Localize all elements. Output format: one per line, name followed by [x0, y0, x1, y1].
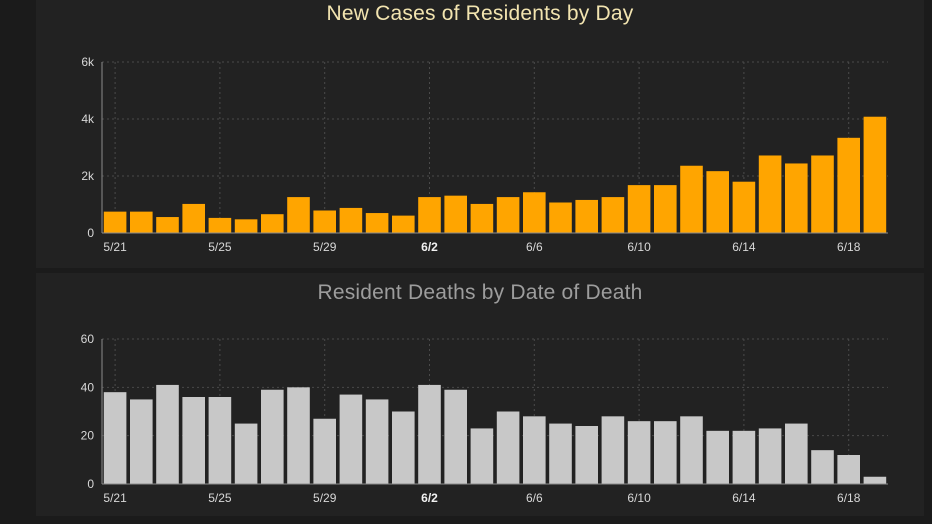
deaths-bar-6-18[interactable] — [837, 455, 860, 484]
cases-bar-5-22[interactable] — [130, 211, 153, 234]
cases-chart-panel: New Cases of Residents by Day 0 2k 4k 6k 5/2… — [36, 0, 924, 268]
cases-y-tick-label: 0 — [87, 226, 94, 240]
cases-bar-6-8[interactable] — [575, 199, 598, 233]
deaths-bar-6-7[interactable] — [549, 423, 572, 484]
deaths-bar-5-31[interactable] — [365, 399, 389, 484]
cases-bar-6-19[interactable] — [863, 116, 887, 233]
cases-bar-6-7[interactable] — [549, 202, 572, 234]
cases-bar-6-14[interactable] — [732, 181, 756, 233]
cases-bar-5-28[interactable] — [287, 197, 310, 233]
cases-x-tick-label: 5/25 — [208, 240, 232, 254]
cases-y-tick-label: 4k — [81, 112, 95, 126]
cases-bar-6-6[interactable] — [523, 192, 546, 233]
deaths-x-tick-label: 5/29 — [313, 491, 337, 505]
cases-bar-6-15[interactable] — [758, 155, 782, 233]
cases-bar-6-4[interactable] — [470, 203, 494, 233]
cases-bar-5-31[interactable] — [365, 213, 389, 233]
cases-bar-5-25[interactable] — [208, 217, 232, 233]
deaths-bar-6-11[interactable] — [654, 421, 677, 484]
deaths-bar-6-1[interactable] — [392, 411, 415, 485]
cases-bar-6-10[interactable] — [627, 185, 651, 233]
deaths-x-tick-label: 6/18 — [837, 491, 861, 505]
cases-bar-6-11[interactable] — [654, 185, 677, 233]
cases-bar-6-16[interactable] — [785, 163, 808, 233]
deaths-bar-6-5[interactable] — [496, 411, 520, 485]
deaths-x-tick-label: 5/25 — [208, 491, 232, 505]
cases-bar-5-26[interactable] — [234, 219, 258, 233]
deaths-bar-6-12[interactable] — [680, 416, 703, 484]
cases-x-tick-label: 5/21 — [103, 240, 127, 254]
deaths-x-tick-label: 6/10 — [627, 491, 651, 505]
cases-bar-5-23[interactable] — [156, 217, 179, 233]
cases-bar-6-17[interactable] — [811, 155, 834, 233]
deaths-x-tick-label: 5/21 — [103, 491, 127, 505]
cases-bar-6-13[interactable] — [706, 171, 729, 233]
deaths-y-tick-label: 60 — [81, 332, 95, 346]
deaths-x-tick-label: 6/14 — [732, 491, 756, 505]
deaths-bar-6-13[interactable] — [706, 430, 729, 484]
deaths-bar-6-10[interactable] — [627, 421, 651, 484]
deaths-y-tick-label: 0 — [87, 477, 94, 491]
deaths-chart-panel: Resident Deaths by Date of Death 0 20 40 60… — [36, 273, 924, 516]
cases-x-tick-label: 6/18 — [837, 240, 861, 254]
cases-bar-5-30[interactable] — [339, 207, 363, 233]
deaths-bar-5-22[interactable] — [130, 399, 153, 484]
deaths-bar-6-9[interactable] — [601, 416, 625, 484]
cases-y-tick-label: 6k — [81, 55, 95, 69]
deaths-chart-title: Resident Deaths by Date of Death — [317, 281, 643, 304]
cases-x-tick-label: 6/14 — [732, 240, 756, 254]
deaths-bar-5-28[interactable] — [287, 387, 310, 484]
cases-chart-title: New Cases of Residents by Day — [326, 2, 634, 25]
cases-bar-6-1[interactable] — [392, 215, 415, 233]
cases-x-tick-label: 6/6 — [526, 240, 543, 254]
deaths-bar-6-3[interactable] — [444, 389, 467, 484]
deaths-x-tick-label: 6/6 — [526, 491, 543, 505]
deaths-bar-5-24[interactable] — [182, 397, 205, 484]
deaths-y-tick-label: 40 — [81, 380, 95, 394]
deaths-bar-5-29[interactable] — [313, 418, 336, 484]
deaths-bar-6-17[interactable] — [811, 450, 834, 484]
cases-bar-5-21[interactable] — [103, 211, 127, 234]
deaths-bar-6-19[interactable] — [863, 476, 887, 484]
deaths-y-tick-label: 20 — [81, 429, 95, 443]
cases-x-tick-label: 6/10 — [627, 240, 651, 254]
deaths-chart: 0 20 40 60 5/21 5/25 5/29 6/2 6/6 6/10 6/14 6/18 — [81, 332, 888, 505]
cases-x-tick-label: 6/2 — [421, 240, 438, 254]
cases-chart: 0 2k 4k 6k 5/21 5/25 5/29 6/2 6/6 6/10 6/14 6/18 — [81, 55, 888, 254]
deaths-bar-5-27[interactable] — [261, 389, 284, 484]
cases-bar-5-24[interactable] — [182, 203, 205, 233]
cases-x-tick-label: 5/29 — [313, 240, 337, 254]
deaths-bar-6-8[interactable] — [575, 426, 598, 484]
deaths-x-tick-label: 6/2 — [421, 491, 438, 505]
deaths-bar-5-23[interactable] — [156, 384, 179, 484]
deaths-bar-6-16[interactable] — [785, 423, 808, 484]
cases-bar-6-9[interactable] — [601, 197, 625, 233]
deaths-bar-6-15[interactable] — [758, 428, 782, 484]
cases-bar-6-3[interactable] — [444, 195, 467, 233]
deaths-bar-6-14[interactable] — [732, 430, 756, 484]
cases-bar-6-18[interactable] — [837, 137, 860, 233]
deaths-bar-6-2[interactable] — [418, 384, 441, 484]
deaths-bar-6-6[interactable] — [523, 416, 546, 484]
deaths-bar-5-25[interactable] — [208, 397, 232, 484]
cases-bar-5-27[interactable] — [261, 214, 284, 233]
cases-bar-5-29[interactable] — [313, 210, 336, 233]
cases-y-tick-label: 2k — [81, 169, 95, 183]
deaths-bar-5-30[interactable] — [339, 394, 363, 484]
cases-bar-6-12[interactable] — [680, 165, 703, 233]
cases-bar-6-5[interactable] — [496, 197, 520, 233]
cases-bar-6-2[interactable] — [418, 197, 441, 233]
deaths-bar-5-26[interactable] — [234, 423, 258, 484]
deaths-bar-6-4[interactable] — [470, 428, 494, 484]
deaths-bar-5-21[interactable] — [103, 392, 127, 484]
